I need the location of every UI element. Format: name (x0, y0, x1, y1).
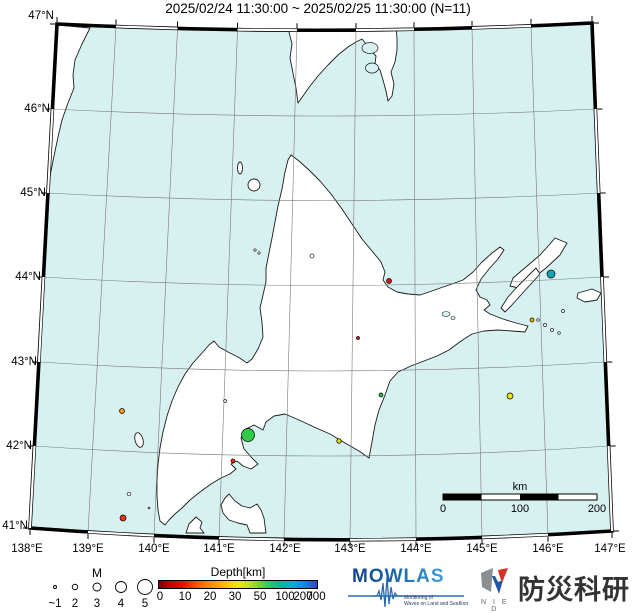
latitude-label: 42°N (6, 440, 32, 452)
latitude-label: 45°N (20, 187, 46, 199)
longitude-label: 143°E (334, 543, 366, 555)
frame-ticks (23, 16, 619, 547)
km-scale-bar (442, 493, 598, 501)
magnitude-tick-label: 2 (71, 598, 79, 610)
depth-tick-label: 100 (275, 591, 295, 603)
depth-tick-label: 700 (306, 591, 326, 603)
depth-tick-label: 30 (228, 591, 242, 603)
map-title: 2025/02/24 11:30:00 ~ 2025/02/25 11:30:0… (165, 1, 471, 16)
magnitude-tick-label: ~1 (48, 598, 62, 610)
magnitude-tick-label: 4 (117, 598, 125, 610)
latitude-label: 43°N (11, 356, 37, 368)
map-frame (28, 21, 614, 542)
magnitude-tick-label: 3 (93, 598, 101, 610)
earthquake-epicenter-dot (546, 269, 556, 279)
earthquake-epicenter-dot (119, 408, 125, 414)
mowlas-waveform-icon (348, 576, 464, 608)
longitude-label: 138°E (11, 543, 43, 555)
earthquake-epicenter-dot (529, 317, 535, 323)
earthquake-epicenter-dot (386, 278, 392, 284)
earthquake-epicenter-dot (230, 458, 236, 464)
longitude-label: 145°E (466, 543, 498, 555)
nied-letters: N I E D (480, 599, 510, 613)
scalebar-tick-label: 0 (439, 503, 447, 515)
earthquake-epicenter-dot (506, 392, 514, 400)
depth-tick-label: 20 (203, 591, 217, 603)
mowlas-tagline: Monitoring of Waves on Land and Seafloor (404, 595, 469, 607)
mowlas-wordmark: MOWLAS (352, 566, 445, 587)
nied-logo: N I E D 防災科研 (478, 564, 636, 613)
scalebar-unit-label: km (512, 481, 528, 493)
depth-tick-label: 200 (293, 591, 313, 603)
scalebar-tick-label: 200 (587, 503, 607, 515)
mowlas-logo: MOWLAS Monitoring of Waves on Land and S… (346, 566, 474, 608)
depth-colorbar (158, 580, 318, 589)
earthquake-epicenter-dot (378, 392, 384, 398)
magnitude-legend-circles (53, 579, 153, 595)
longitude-label: 141°E (203, 543, 235, 555)
longitude-label: 142°E (269, 543, 301, 555)
depth-tick-label: 0 (156, 591, 164, 603)
earthquake-epicenter-dot (241, 428, 255, 442)
earthquake-epicenter-dot (356, 336, 360, 340)
nied-mark-icon (481, 568, 508, 594)
earthquake-epicenters (119, 269, 556, 522)
magnitude-tick-label: 5 (141, 598, 149, 610)
graticule-grid (34, 25, 609, 540)
earthquake-epicenter-dot (336, 438, 342, 444)
scalebar-tick-label: 100 (510, 503, 530, 515)
longitude-label: 139°E (72, 543, 104, 555)
longitude-label: 144°E (400, 543, 432, 555)
latitude-label: 41°N (2, 520, 28, 532)
latitude-label: 46°N (24, 103, 50, 115)
longitude-label: 146°E (532, 543, 564, 555)
depth-legend-title: Depth[km] (210, 565, 266, 579)
depth-tick-label: 10 (178, 591, 192, 603)
longitude-label: 147°E (594, 543, 626, 555)
depth-tick-label: 50 (253, 591, 267, 603)
nied-kanji-wordmark: 防災科研 (518, 575, 630, 605)
latitude-label: 44°N (15, 271, 41, 283)
latitude-label: 47°N (28, 10, 54, 22)
magnitude-legend-title: M (92, 566, 102, 580)
earthquake-epicenter-dot (119, 514, 127, 522)
longitude-label: 140°E (138, 543, 170, 555)
